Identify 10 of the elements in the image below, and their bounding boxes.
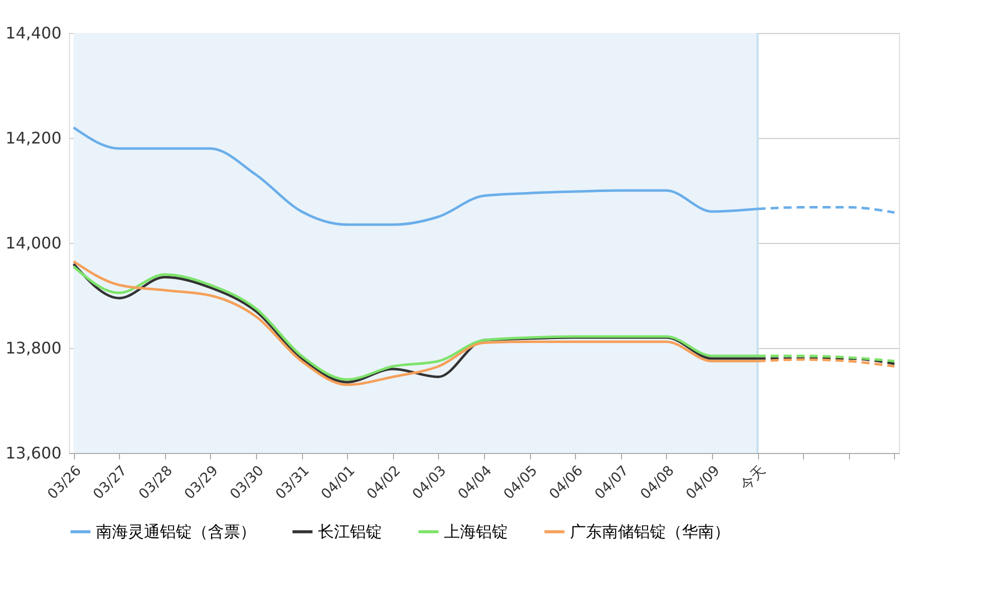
legend-label: 南海灵通铝锭（含票） [96,522,256,541]
y-tick-label: 13,600 [6,444,62,462]
y-tick-label: 13,800 [6,338,62,358]
x-tick-label: 今天 [738,462,769,494]
y-tick-label: 14,200 [6,128,62,148]
legend-label: 广东南储铝锭（华南） [570,522,730,541]
legend-label: 上海铝锭 [444,522,508,541]
y-tick-label: 14,400 [6,24,62,42]
legend-label: 长江铝锭 [318,522,382,541]
y-tick-label: 14,000 [6,234,62,252]
